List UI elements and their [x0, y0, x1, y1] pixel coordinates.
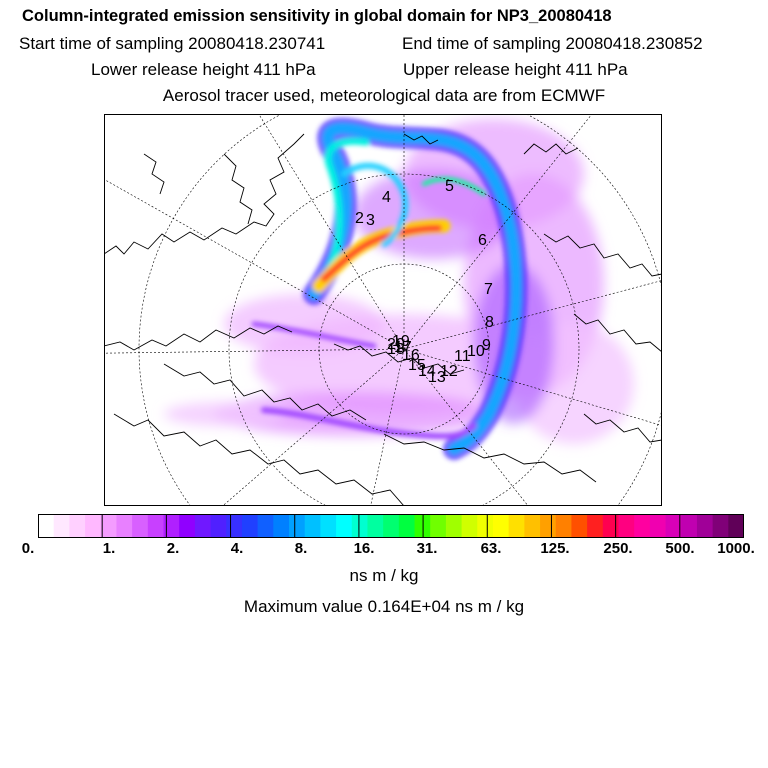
colorbar-cell	[273, 514, 290, 538]
colorbar-cell	[336, 514, 353, 538]
colorbar-cell	[696, 514, 714, 538]
end-time-label: End time of sampling 20080418.230852	[402, 34, 703, 53]
colorbar-cell	[38, 514, 55, 538]
colorbar-cell	[445, 514, 463, 538]
colorbar-cell	[226, 514, 243, 538]
graticule	[104, 114, 662, 506]
colorbar-cell	[524, 514, 541, 538]
start-time-label: Start time of sampling 20080418.230741	[19, 34, 326, 53]
plot-title: Column-integrated emission sensitivity i…	[22, 7, 612, 25]
track-label: 19	[392, 333, 410, 350]
colorbar-cell	[461, 514, 478, 538]
sensitivity-plume	[251, 117, 528, 460]
track-label: 13	[428, 369, 446, 386]
track-label: 7	[484, 281, 493, 298]
colorbar	[38, 514, 744, 538]
track-label: 5	[445, 178, 454, 195]
colorbar-cell	[477, 514, 494, 538]
colorbar-cell	[304, 514, 321, 538]
emission-sensitivity-map: 2 3 4 5 6 7 8 9 10 11 12 13 14 15 16 17 …	[104, 114, 662, 506]
colorbar-cell	[116, 514, 133, 538]
colorbar-cell	[398, 514, 416, 538]
colorbar-tick: 31.	[416, 540, 438, 557]
colorbar-cell	[383, 514, 400, 538]
colorbar-cell	[257, 514, 274, 538]
track-label: 14	[418, 363, 436, 380]
colorbar-cell	[571, 514, 588, 538]
colorbar-cell	[712, 514, 729, 538]
colorbar-tick: 1.	[102, 540, 116, 557]
track-label: 12	[440, 363, 458, 380]
colorbar-cell	[602, 514, 619, 538]
colorbar-tick: 250.	[603, 540, 633, 557]
colorbar-tick: 8.	[294, 540, 308, 557]
colorbar-cell	[179, 514, 196, 538]
colorbar-cell	[320, 514, 337, 538]
colorbar-cell	[649, 514, 667, 538]
track-label: 8	[485, 314, 494, 331]
colorbar-units-label: ns m / kg	[349, 566, 419, 585]
track-label: 18	[387, 341, 405, 358]
colorbar-cell	[351, 514, 368, 538]
colorbar-cell	[241, 514, 259, 538]
colorbar-cell	[85, 514, 102, 538]
colorbar-cell	[147, 514, 165, 538]
track-labels: 2 3 4 5 6 7 8 9 10 11 12 13 14 15 16 17 …	[355, 178, 494, 386]
colorbar-cell	[210, 514, 227, 538]
colorbar-tick: 500.	[665, 540, 695, 557]
colorbar-cell	[492, 514, 510, 538]
track-label: 9	[482, 337, 491, 354]
upper-release-label: Upper release height 411 hPa	[403, 60, 628, 79]
colorbar-cell	[618, 514, 635, 538]
track-label: 4	[382, 189, 391, 206]
colorbar-cell	[367, 514, 384, 538]
colorbar-cell	[728, 514, 744, 538]
track-label: 10	[467, 343, 485, 360]
colorbar-cell	[508, 514, 525, 538]
track-label: 15	[408, 357, 426, 374]
colorbar-cell	[289, 514, 306, 538]
colorbar-cell	[69, 514, 86, 538]
track-label: 2	[355, 210, 364, 227]
colorbar-cell	[681, 514, 698, 538]
track-label: 11	[454, 348, 471, 365]
track-label: 17	[394, 339, 412, 356]
colorbar-cell	[634, 514, 651, 538]
maximum-value-label: Maximum value 0.164E+04 ns m / kg	[243, 597, 525, 616]
track-label: 3	[366, 212, 375, 229]
colorbar-tick: 0.	[21, 540, 35, 557]
coastlines	[104, 133, 662, 506]
track-label: 6	[478, 232, 487, 249]
colorbar-cell	[587, 514, 604, 538]
colorbar-tick: 4.	[230, 540, 244, 557]
colorbar-cell	[163, 514, 180, 538]
colorbar-cell	[665, 514, 682, 538]
colorbar-cell	[100, 514, 117, 538]
colorbar-tick: 125.	[540, 540, 570, 557]
track-label: 16	[402, 347, 420, 364]
colorbar-cell	[540, 514, 557, 538]
colorbar-tick: 2.	[166, 540, 180, 557]
colorbar-tick: 16.	[353, 540, 375, 557]
tracer-info-label: Aerosol tracer used, meteorological data…	[162, 86, 606, 105]
colorbar-cell	[194, 514, 212, 538]
lower-release-label: Lower release height 411 hPa	[91, 60, 316, 79]
track-label: 20	[387, 336, 405, 353]
colorbar-tick: 1000.	[717, 540, 755, 557]
colorbar-cell	[53, 514, 70, 538]
colorbar-cell	[430, 514, 447, 538]
colorbar-cell	[555, 514, 572, 538]
colorbar-tick: 63.	[480, 540, 502, 557]
colorbar-cell	[132, 514, 149, 538]
